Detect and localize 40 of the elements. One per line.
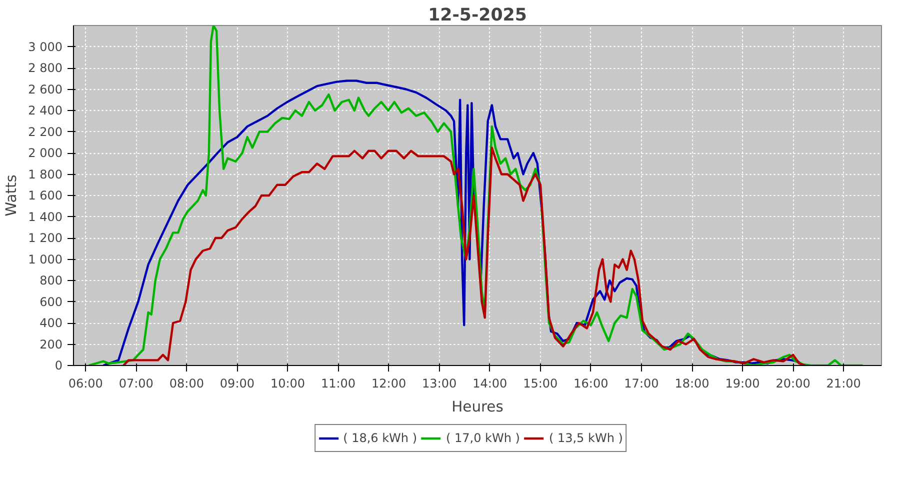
y-axis-title: Watts (3, 174, 20, 216)
x-tick-label: 19:00 (725, 376, 760, 390)
y-tick-label: 1 000 (28, 252, 63, 266)
y-tick-label: 2 800 (28, 61, 63, 75)
x-tick-label: 06:00 (68, 376, 103, 390)
x-axis-title: Heures (452, 398, 504, 416)
x-tick-label: 07:00 (118, 376, 154, 390)
legend-label: ( 18,6 kWh ) (343, 431, 418, 445)
y-tick-label: 2 000 (28, 146, 63, 160)
x-tick-label: 12:00 (372, 376, 406, 390)
x-tick-label: 11:00 (320, 376, 356, 390)
x-tick-label: 14:00 (472, 376, 508, 390)
line-series (88, 26, 864, 366)
y-tick-label: 2 400 (28, 104, 63, 118)
y-tick-label: 800 (40, 274, 62, 288)
x-tick-label: 18:00 (674, 376, 710, 390)
y-tick-label: 1 400 (28, 210, 63, 224)
x-tick-label: 13:00 (422, 376, 457, 390)
legend-label: ( 13,5 kWh ) (548, 431, 623, 445)
y-tick-label: 1 800 (28, 167, 63, 182)
y-tick-label: 200 (40, 337, 62, 352)
x-tick-label: 20:00 (776, 376, 810, 390)
y-tick-label: 0 (54, 358, 63, 372)
y-tick-label: 2 600 (28, 82, 63, 96)
y-tick-label: 1 200 (28, 231, 63, 245)
x-tick-label: 16:00 (574, 376, 608, 390)
line-series (122, 146, 806, 366)
y-tick-label: 400 (40, 316, 62, 330)
y-tick-label: 2 200 (28, 124, 63, 139)
legend-label: ( 17,0 kWh ) (446, 431, 520, 445)
y-tick-label: 1 600 (28, 188, 63, 202)
y-tick-label: 3 000 (28, 40, 63, 54)
x-tick-label: 17:00 (624, 376, 659, 390)
x-tick-label: 15:00 (523, 376, 558, 390)
x-tick-label: 08:00 (169, 376, 204, 390)
chart-title: 12-5-2025 (428, 6, 527, 26)
x-tick-label: 21:00 (826, 376, 861, 390)
x-tick-label: 09:00 (220, 376, 255, 390)
x-tick-label: 10:00 (270, 376, 306, 390)
y-tick-label: 600 (40, 294, 62, 309)
